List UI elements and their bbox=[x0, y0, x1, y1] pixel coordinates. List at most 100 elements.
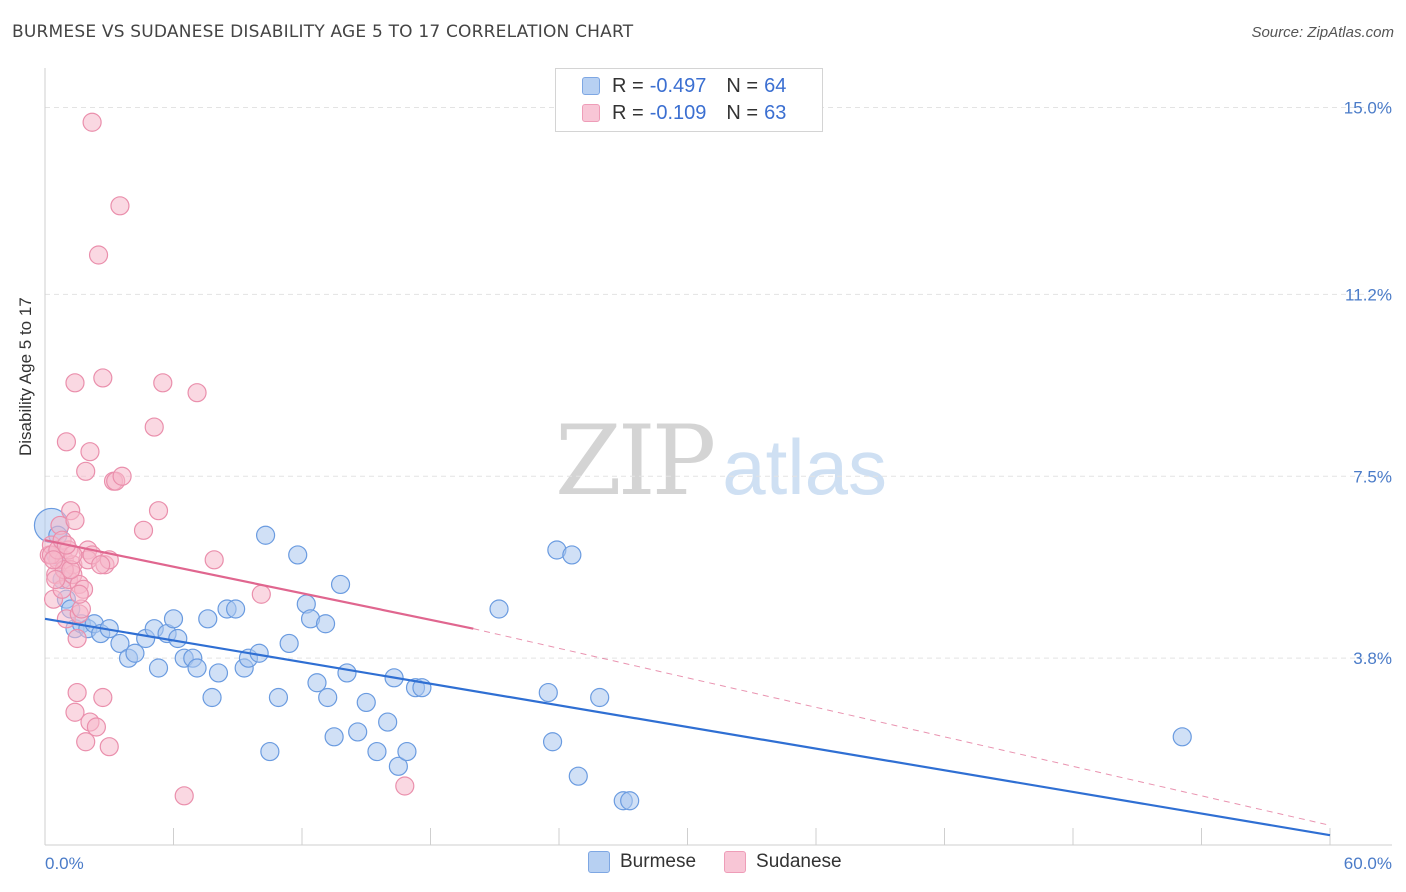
watermark-zip: ZIP bbox=[555, 405, 716, 517]
sudanese-point bbox=[76, 461, 96, 481]
burmese-point bbox=[168, 628, 188, 649]
y-tick-label: 15.0% bbox=[1344, 99, 1392, 118]
legend-item-sudanese: Sudanese bbox=[724, 851, 842, 873]
burmese-trend-line bbox=[44, 617, 1331, 837]
sudanese-r-value: -0.109 bbox=[649, 101, 707, 124]
burmese-r-value: -0.497 bbox=[649, 74, 707, 97]
sudanese-point bbox=[56, 432, 77, 452]
burmese-point bbox=[348, 722, 368, 742]
burmese-point bbox=[268, 687, 289, 708]
sudanese-legend-swatch bbox=[724, 851, 747, 873]
burmese-point bbox=[590, 687, 610, 708]
sudanese-n-label: N = bbox=[726, 101, 759, 124]
sudanese-point bbox=[76, 732, 96, 752]
burmese-point bbox=[620, 791, 640, 811]
sudanese-point bbox=[93, 687, 113, 708]
series-legend: Burmese Sudanese bbox=[588, 851, 870, 873]
sudanese-point bbox=[204, 550, 224, 570]
sudanese-point bbox=[46, 569, 66, 590]
sudanese-point bbox=[82, 112, 102, 132]
burmese-point bbox=[198, 609, 218, 629]
sudanese-point bbox=[174, 786, 194, 806]
sudanese-point bbox=[80, 442, 100, 462]
y-tick-label: 11.2% bbox=[1345, 285, 1392, 304]
burmese-point bbox=[568, 766, 588, 786]
burmese-r-label: R = bbox=[612, 74, 644, 97]
burmese-point bbox=[378, 712, 398, 732]
sudanese-point bbox=[65, 510, 85, 531]
burmese-swatch bbox=[582, 77, 600, 95]
sudanese-trend-extension bbox=[473, 628, 1331, 826]
watermark-atlas: atlas bbox=[722, 423, 887, 511]
burmese-point bbox=[562, 545, 582, 565]
burmese-point bbox=[367, 741, 387, 762]
source-credit: Source: ZipAtlas.com bbox=[1251, 24, 1394, 41]
sudanese-point bbox=[110, 196, 130, 216]
burmese-n-label: N = bbox=[726, 74, 759, 97]
sudanese-point bbox=[65, 373, 85, 393]
burmese-legend-swatch bbox=[588, 851, 610, 873]
sudanese-point bbox=[144, 417, 164, 437]
burmese-point bbox=[163, 609, 184, 629]
legend-row-burmese: R = -0.497 N = 64 bbox=[582, 73, 786, 99]
sudanese-point bbox=[148, 501, 169, 521]
burmese-point bbox=[318, 687, 338, 708]
burmese-point bbox=[397, 741, 417, 762]
burmese-point bbox=[260, 741, 280, 762]
sudanese-point bbox=[91, 555, 111, 575]
burmese-point bbox=[356, 692, 376, 713]
x-tick-label: 0.0% bbox=[45, 854, 84, 873]
sudanese-point bbox=[43, 550, 64, 570]
burmese-point bbox=[288, 545, 308, 565]
burmese-point bbox=[255, 525, 276, 545]
burmese-point bbox=[307, 673, 327, 693]
y-tick-label: 7.5% bbox=[1353, 467, 1392, 486]
sudanese-swatch bbox=[582, 104, 600, 122]
sudanese-point bbox=[86, 717, 107, 737]
burmese-point bbox=[489, 599, 509, 619]
sudanese-point bbox=[153, 373, 173, 393]
sudanese-n-value: 63 bbox=[764, 101, 787, 124]
sudanese-point bbox=[99, 737, 119, 757]
burmese-point bbox=[542, 732, 563, 752]
burmese-point bbox=[538, 682, 558, 703]
sudanese-point bbox=[133, 520, 154, 540]
burmese-point bbox=[315, 614, 336, 634]
burmese-point bbox=[187, 658, 207, 678]
sudanese-point bbox=[88, 245, 109, 265]
sudanese-point bbox=[187, 383, 207, 403]
burmese-point bbox=[110, 633, 130, 654]
x-tick-label: 60.0% bbox=[1344, 854, 1392, 873]
sudanese-point bbox=[93, 368, 113, 388]
sudanese-point bbox=[251, 584, 271, 604]
correlation-legend: R = -0.497 N = 64 R = -0.109 N = 63 bbox=[555, 68, 823, 132]
legend-item-burmese: Burmese bbox=[588, 851, 696, 873]
burmese-point bbox=[1172, 727, 1192, 747]
sudanese-trend-line bbox=[44, 539, 474, 630]
burmese-point bbox=[324, 727, 344, 747]
burmese-point bbox=[202, 687, 222, 708]
sudanese-point bbox=[67, 628, 87, 649]
sudanese-point bbox=[395, 776, 415, 796]
sudanese-point bbox=[112, 466, 132, 486]
burmese-point bbox=[279, 633, 299, 654]
chart-title: BURMESE VS SUDANESE DISABILITY AGE 5 TO … bbox=[12, 22, 634, 42]
sudanese-point bbox=[69, 584, 89, 604]
burmese-point bbox=[148, 658, 169, 678]
watermark: ZIP atlas bbox=[555, 405, 887, 517]
burmese-point bbox=[337, 663, 357, 683]
burmese-legend-label: Burmese bbox=[620, 851, 697, 872]
sudanese-legend-label: Sudanese bbox=[756, 851, 842, 872]
sudanese-point bbox=[67, 682, 87, 703]
burmese-point bbox=[330, 574, 351, 595]
burmese-n-value: 64 bbox=[764, 74, 787, 97]
legend-row-sudanese: R = -0.109 N = 63 bbox=[582, 100, 786, 126]
sudanese-r-label: R = bbox=[612, 101, 644, 124]
burmese-point bbox=[208, 663, 229, 683]
burmese-point bbox=[125, 643, 145, 663]
y-tick-label: 3.8% bbox=[1353, 649, 1392, 668]
sudanese-point bbox=[65, 702, 85, 722]
burmese-point bbox=[388, 756, 408, 776]
burmese-point bbox=[226, 599, 246, 619]
